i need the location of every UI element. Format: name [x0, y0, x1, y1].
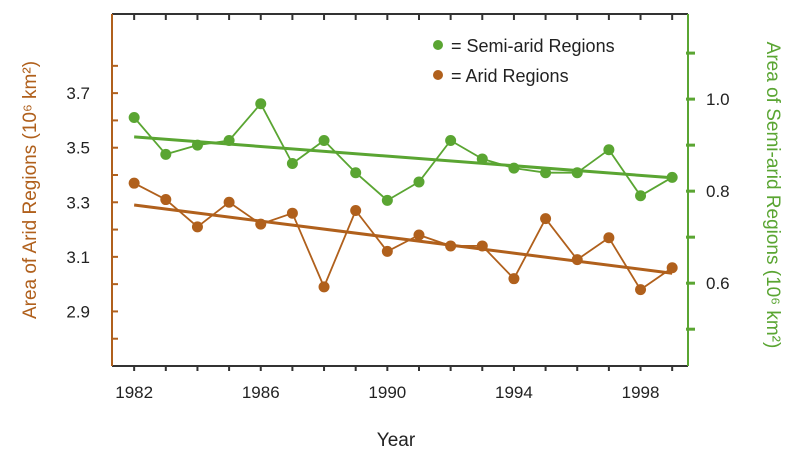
x-tick-label: 1982: [115, 383, 153, 402]
right-y-axis: 0.6 0.8 1.0: [686, 51, 730, 331]
left-y-axis: 2.9 3.1 3.3 3.5 3.7: [66, 64, 118, 340]
semi-arid-data-point: [540, 167, 552, 179]
arid-data-point: [350, 204, 362, 216]
arid-data-point: [571, 254, 583, 266]
semi-arid-data-point: [381, 194, 393, 206]
right-y-tick-label: 1.0: [706, 90, 730, 109]
legend-label-semi-arid: = Semi-arid Regions: [451, 36, 615, 56]
semi-arid-data-point: [128, 112, 140, 124]
legend: = Semi-arid Regions = Arid Regions: [433, 36, 615, 86]
semi-arid-data-point: [350, 167, 362, 179]
left-y-tick-label: 3.7: [66, 84, 90, 103]
arid-data-point: [160, 194, 172, 206]
arid-trend-line: [133, 203, 673, 275]
left-y-tick-label: 2.9: [66, 302, 90, 321]
semi-arid-trend-line: [134, 135, 673, 180]
semi-arid-data-point: [603, 144, 615, 156]
x-axis-title: Year: [377, 430, 416, 451]
semi-arid-data-point: [286, 158, 298, 170]
left-y-tick-label: 3.3: [66, 193, 90, 212]
arid-data-point: [223, 196, 235, 208]
x-tick-label: 1986: [242, 383, 280, 402]
semi-arid-data-point: [635, 190, 647, 202]
arid-data-point: [666, 262, 678, 274]
x-tick-label: 1998: [622, 383, 660, 402]
arid-data-point: [255, 218, 267, 230]
legend-label-arid: = Arid Regions: [451, 66, 569, 86]
semi-arid-data-point: [476, 153, 488, 165]
semi-arid-data-point: [318, 135, 330, 147]
semi-arid-series-line: [133, 102, 673, 202]
arid-data-point: [476, 240, 488, 252]
right-y-axis-title: Area of Semi-arid Regions (10⁶ km²): [762, 42, 783, 349]
x-axis: 1982 1986 1990 1994 1998: [115, 14, 674, 402]
right-y-tick-label: 0.6: [706, 274, 730, 293]
semi-arid-data-point: [223, 135, 235, 147]
arid-data-point: [318, 281, 330, 293]
arid-data-point: [191, 221, 203, 233]
legend-marker-semi-arid: [433, 40, 443, 50]
semi-arid-data-point: [413, 176, 425, 188]
x-tick-label: 1994: [495, 383, 533, 402]
arid-data-point: [603, 232, 615, 244]
arid-data-point: [381, 245, 393, 257]
semi-arid-data-point: [571, 167, 583, 179]
x-tick-label: 1990: [368, 383, 406, 402]
arid-data-point: [508, 273, 520, 285]
arid-data-point: [635, 284, 647, 296]
left-y-tick-label: 3.1: [66, 248, 90, 267]
semi-arid-data-point: [160, 148, 172, 160]
arid-data-point: [540, 213, 552, 225]
arid-data-point: [128, 177, 140, 189]
right-y-tick-label: 0.8: [706, 182, 730, 201]
plot-frame: [111, 13, 689, 367]
left-y-tick-label: 3.5: [66, 139, 90, 158]
arid-data-point: [445, 240, 457, 252]
arid-data-point: [413, 229, 425, 241]
semi-arid-data-point: [255, 98, 267, 110]
series-layer: [128, 98, 678, 296]
legend-marker-arid: [433, 70, 443, 80]
semi-arid-data-point: [445, 135, 457, 147]
arid-series-line: [133, 182, 673, 291]
arid-data-point: [286, 207, 298, 219]
semi-arid-data-point: [666, 171, 678, 183]
semi-arid-data-point: [191, 139, 203, 151]
semi-arid-data-point: [508, 162, 520, 174]
left-y-axis-title: Area of Arid Regions (10⁶ km²): [20, 61, 41, 319]
